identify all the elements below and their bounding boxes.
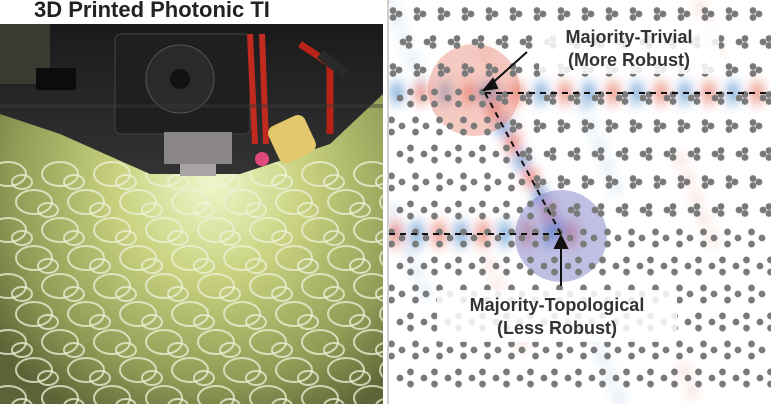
field-simulation: Majority-Trivial (More Robust) Majority-… [387,0,771,404]
trivial-label-line1: Majority-Trivial [565,27,692,47]
printer-photo [0,24,383,404]
topological-label-line2: (Less Robust) [497,318,617,338]
trivial-highlight [428,44,520,136]
trivial-label-line2: (More Robust) [568,50,690,70]
panel-title: 3D Printed Photonic TI [34,0,270,22]
topological-label-line1: Majority-Topological [470,295,645,315]
diagonal-interface-line [484,92,562,235]
